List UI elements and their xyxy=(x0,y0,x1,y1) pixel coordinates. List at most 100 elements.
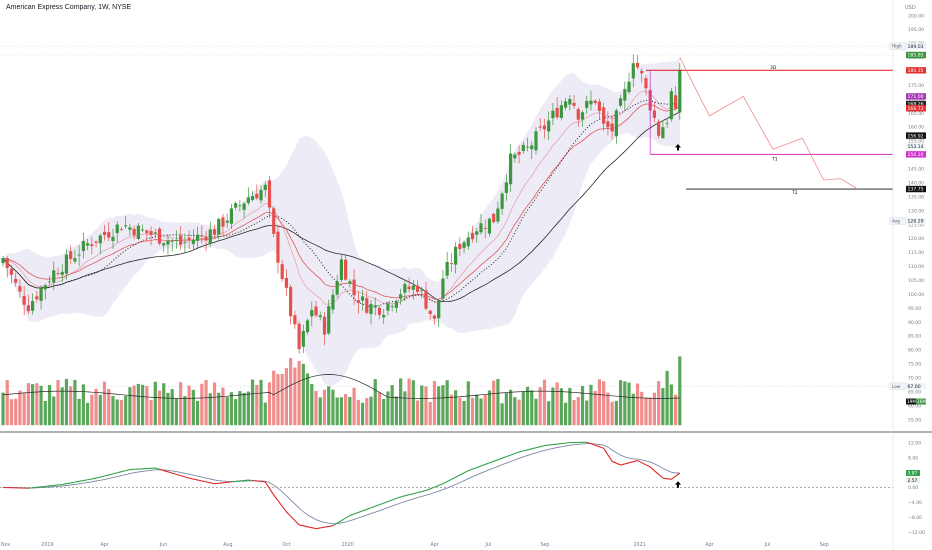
candle[interactable] xyxy=(445,251,449,280)
candle[interactable] xyxy=(81,232,85,259)
candle[interactable] xyxy=(377,305,382,320)
candle[interactable] xyxy=(365,291,369,315)
candle[interactable] xyxy=(386,301,390,316)
candle[interactable] xyxy=(212,224,217,237)
candle[interactable] xyxy=(174,230,179,249)
candle[interactable] xyxy=(98,233,102,255)
candle[interactable] xyxy=(94,240,98,248)
candle[interactable] xyxy=(145,229,149,242)
candle[interactable] xyxy=(327,299,331,336)
candle[interactable] xyxy=(64,249,69,280)
candle[interactable] xyxy=(56,267,60,277)
candle[interactable] xyxy=(373,297,377,316)
candle[interactable] xyxy=(119,227,124,231)
candle[interactable] xyxy=(390,303,394,312)
candle[interactable] xyxy=(344,254,348,281)
candle[interactable] xyxy=(331,288,335,314)
candle[interactable] xyxy=(39,285,43,310)
candle[interactable] xyxy=(90,236,94,255)
candle[interactable] xyxy=(191,229,195,251)
candle[interactable] xyxy=(673,86,678,111)
candle[interactable] xyxy=(132,225,136,240)
candle[interactable] xyxy=(107,222,111,242)
candle[interactable] xyxy=(428,309,432,320)
candle[interactable] xyxy=(1,255,5,267)
candle[interactable] xyxy=(542,119,547,139)
candle[interactable] xyxy=(678,62,682,120)
candle[interactable] xyxy=(18,279,22,298)
candle[interactable] xyxy=(585,95,589,114)
candle[interactable] xyxy=(221,214,225,235)
candle[interactable] xyxy=(635,55,640,70)
candle[interactable] xyxy=(509,143,513,192)
candle[interactable] xyxy=(479,213,483,235)
candle[interactable] xyxy=(250,191,255,202)
candle[interactable] xyxy=(183,233,187,253)
candle[interactable] xyxy=(204,230,208,252)
candle[interactable] xyxy=(140,224,145,232)
candle[interactable] xyxy=(640,68,644,83)
candle[interactable] xyxy=(589,90,593,111)
candle[interactable] xyxy=(631,54,635,88)
candle[interactable] xyxy=(437,299,441,327)
candle[interactable] xyxy=(606,111,610,136)
candle[interactable] xyxy=(225,213,229,228)
candle[interactable] xyxy=(483,219,487,239)
candle[interactable] xyxy=(500,191,504,215)
candle[interactable] xyxy=(492,212,496,224)
candle[interactable] xyxy=(475,227,479,243)
candle[interactable] xyxy=(267,175,272,218)
candle[interactable] xyxy=(318,311,322,321)
candle[interactable] xyxy=(657,119,661,139)
candle[interactable] xyxy=(403,279,407,301)
candle[interactable] xyxy=(284,269,289,296)
candle[interactable] xyxy=(170,238,174,252)
candle[interactable] xyxy=(136,222,140,241)
candle[interactable] xyxy=(470,225,475,243)
candle[interactable] xyxy=(369,300,373,325)
candle[interactable] xyxy=(272,206,276,238)
candle[interactable] xyxy=(652,101,657,123)
candle[interactable] xyxy=(263,181,267,198)
candle[interactable] xyxy=(559,100,563,121)
candle[interactable] xyxy=(424,281,428,311)
candle[interactable] xyxy=(597,98,602,120)
candle[interactable] xyxy=(14,272,18,287)
candle[interactable] xyxy=(382,309,386,324)
candle[interactable] xyxy=(9,264,14,284)
candle[interactable] xyxy=(360,289,365,311)
candle[interactable] xyxy=(293,310,297,329)
candle[interactable] xyxy=(301,324,305,353)
candle[interactable] xyxy=(610,115,614,140)
candle[interactable] xyxy=(238,200,242,212)
price-pane[interactable]: 3D T1 T2 xyxy=(0,45,893,426)
candle[interactable] xyxy=(602,102,606,132)
candle[interactable] xyxy=(335,274,339,298)
candle[interactable] xyxy=(31,293,35,315)
candle[interactable] xyxy=(517,145,521,164)
candle[interactable] xyxy=(661,120,665,140)
candle[interactable] xyxy=(415,280,420,296)
candle[interactable] xyxy=(399,288,403,305)
candle[interactable] xyxy=(627,72,631,95)
candle[interactable] xyxy=(73,249,77,264)
candle[interactable] xyxy=(166,234,170,255)
candle[interactable] xyxy=(305,318,310,335)
candle[interactable] xyxy=(289,284,293,325)
candle[interactable] xyxy=(487,217,492,237)
candle[interactable] xyxy=(276,224,280,274)
candle[interactable] xyxy=(47,275,52,286)
candle[interactable] xyxy=(217,217,221,240)
candle[interactable] xyxy=(449,253,453,272)
candle[interactable] xyxy=(339,253,343,282)
candle[interactable] xyxy=(504,174,508,201)
candle[interactable] xyxy=(115,221,119,243)
candle[interactable] xyxy=(310,301,314,327)
candle[interactable] xyxy=(525,137,530,152)
candle[interactable] xyxy=(229,203,234,229)
candle[interactable] xyxy=(149,226,153,246)
candle[interactable] xyxy=(513,152,517,163)
candle[interactable] xyxy=(69,245,73,265)
candle[interactable] xyxy=(102,224,107,241)
